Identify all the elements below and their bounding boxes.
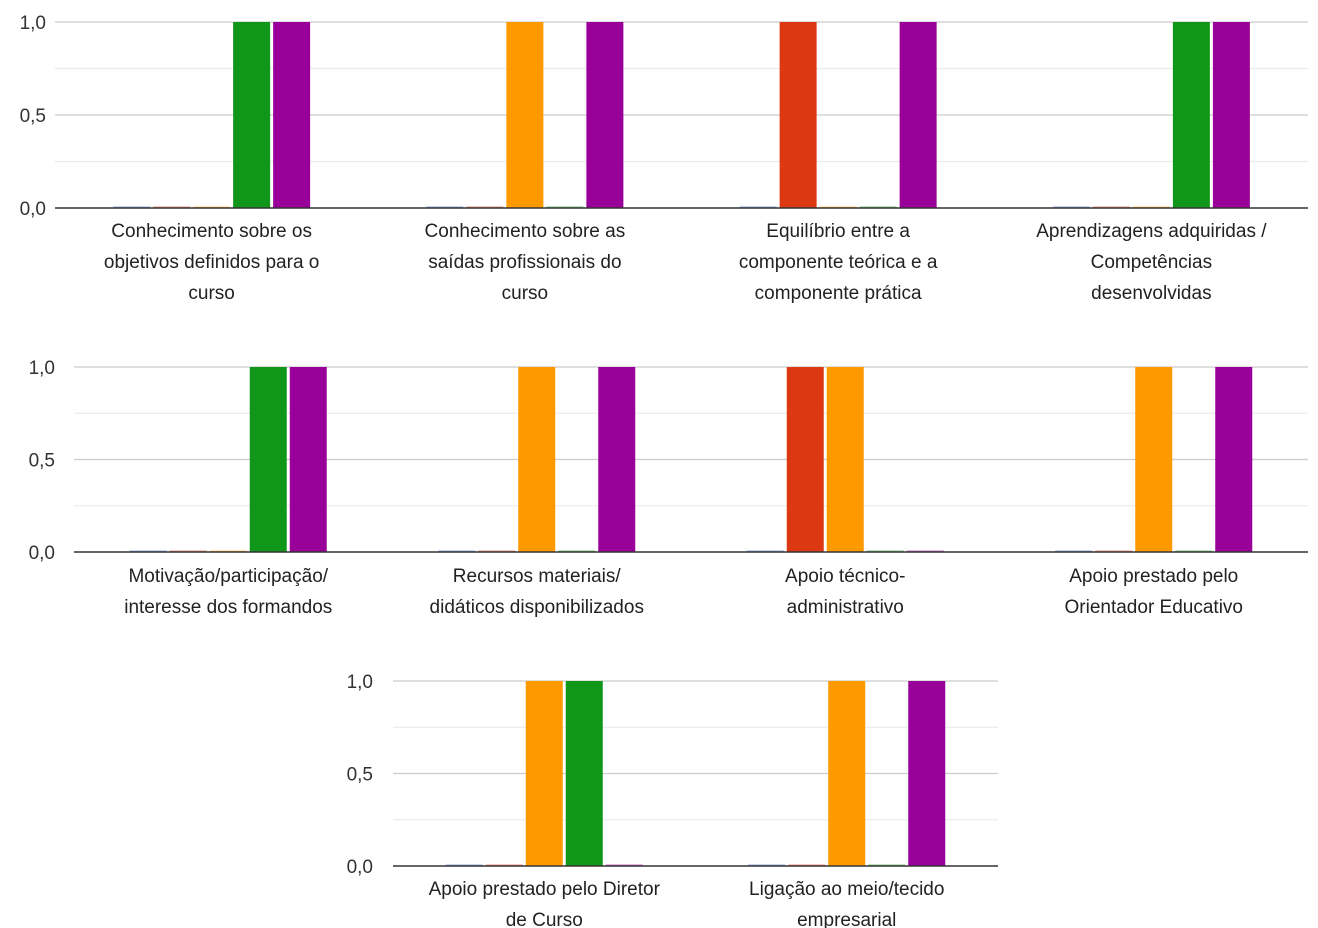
bar [289,367,327,552]
x-category-label: Equilíbrio entre a [766,221,910,242]
bar [586,22,624,208]
x-category-label: didáticos disponibilizados [430,597,644,618]
bar [1135,367,1173,552]
x-category-label: Motivação/participação/ [128,566,328,587]
x-category-label: componente teórica e a [739,252,938,273]
y-tick-label: 0,5 [347,765,373,786]
chart-panel-2: 0,0 0,5 1,0 Motivação/participação/interess… [29,358,1308,618]
x-category-label: de Curso [506,910,583,928]
bar [525,681,563,866]
x-category-label: Recursos materiais/ [453,566,622,587]
x-category-label: saídas profissionais do [428,252,621,273]
bar [273,22,311,208]
bar [1215,367,1253,552]
bar [828,681,866,866]
y-tick-label: 0,0 [347,857,373,878]
y-tick-label: 0,0 [20,199,46,220]
y-tick-label: 1,0 [20,13,46,34]
x-category-label: Competências [1091,252,1212,273]
bar [506,22,544,208]
x-category-label: desenvolvidas [1091,283,1211,304]
y-tick-label: 1,0 [29,358,55,379]
bar [565,681,603,866]
x-category-label: empresarial [797,910,896,928]
chart-panel-3: 0,0 0,5 1,0 Apoio prestado pelo Diretor de C… [347,672,998,928]
bar [779,22,817,208]
x-category-label: Conhecimento sobre os [111,221,312,242]
x-category-label: Conhecimento sobre as [425,221,626,242]
x-category-label: objetivos definidos para o [104,252,319,273]
y-tick-label: 0,5 [20,106,46,127]
x-category-label: Aprendizagens adquiridas / [1036,221,1267,242]
bar [1172,22,1210,208]
bar [518,367,556,552]
x-category-label: administrativo [787,597,904,618]
y-tick-label: 1,0 [347,672,373,693]
x-category-label: curso [188,283,234,304]
y-tick-label: 0,5 [29,451,55,472]
y-tick-label: 0,0 [29,543,55,564]
x-category-label: Apoio prestado pelo [1069,566,1238,587]
x-category-label: curso [502,283,548,304]
x-category-label: componente prática [755,283,922,304]
bar [786,367,824,552]
x-category-label: interesse dos formandos [124,597,332,618]
chart-panel-1: 0,0 0,5 1,0 Conhecimento sobre os objetivos … [20,13,1308,304]
x-category-label: Orientador Educativo [1065,597,1244,618]
bar [249,367,287,552]
bar [1212,22,1250,208]
bar [598,367,636,552]
x-category-label: Ligação ao meio/tecido [749,879,944,900]
bar [826,367,864,552]
bar [233,22,271,208]
x-category-label: Apoio técnico- [785,566,905,587]
x-category-label: Apoio prestado pelo Diretor [429,879,661,900]
bar [908,681,946,866]
bar [899,22,937,208]
